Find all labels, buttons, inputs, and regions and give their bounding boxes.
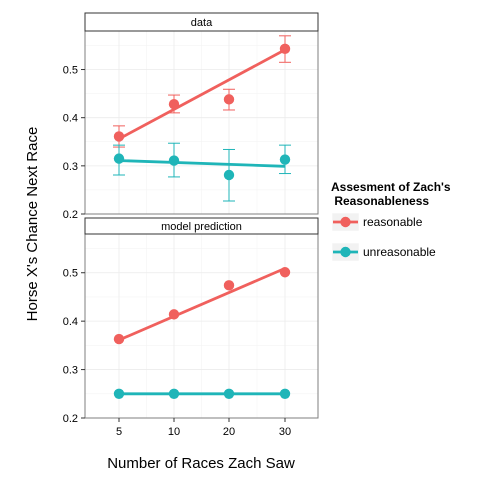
y-tick-label: 0.2 [63, 413, 78, 425]
y-tick-label: 0.3 [63, 161, 78, 173]
data-point [279, 43, 291, 55]
data-point [113, 333, 125, 345]
data-point [113, 388, 125, 399]
y-tick-label: 0.5 [63, 268, 78, 280]
y-tick-label: 0.5 [63, 65, 78, 77]
x-tick-label: 20 [223, 426, 235, 438]
x-axis-title: Number of Races Zach Saw [107, 455, 295, 472]
x-tick-label: 30 [279, 426, 291, 438]
strip-background [84, 217, 319, 235]
series-reasonable [113, 267, 291, 345]
series-reasonable [113, 35, 291, 148]
legend-label: reasonable [363, 215, 423, 229]
data-point [223, 280, 235, 291]
data-point [279, 388, 291, 399]
legend-key-point [340, 246, 351, 258]
series-unreasonable [113, 142, 291, 202]
strip-label: model prediction [161, 221, 242, 233]
panel-2: model prediction 0.2 0.3 0.4 0.5 [63, 217, 319, 425]
data-point [168, 309, 180, 320]
x-tick-label: 10 [168, 426, 180, 438]
legend-key-point [340, 216, 351, 228]
x-axis: 5 10 20 30 [116, 418, 291, 438]
y-tick-label: 0.4 [63, 113, 78, 125]
legend-label: unreasonable [363, 245, 436, 259]
legend-title-line-1: Assesment of Zach's [331, 180, 451, 194]
facet-panels: data 0.2 0.3 0.4 0.5 model prediction 0.2 0.3 0.… [63, 12, 319, 425]
panel-1: data 0.2 0.3 0.4 0.5 [63, 12, 319, 221]
data-point [279, 267, 291, 278]
data-point [223, 388, 235, 399]
legend-item-reasonable: reasonable [331, 212, 423, 232]
x-tick-label: 5 [116, 426, 122, 438]
data-point [279, 154, 291, 165]
data-point [223, 94, 235, 105]
strip-background [84, 12, 319, 32]
fit-line [118, 267, 286, 342]
data-point [168, 99, 180, 110]
data-point [168, 155, 180, 166]
data-point [113, 131, 125, 142]
fit-line [118, 48, 286, 141]
legend: Assesment of Zach's Reasonableness reaso… [331, 180, 451, 262]
data-point [113, 153, 125, 164]
strip-label: data [191, 17, 213, 29]
legend-item-unreasonable: unreasonable [331, 242, 436, 262]
y-tick-label: 0.4 [63, 316, 78, 328]
y-tick-label: 0.3 [63, 365, 78, 377]
legend-title-line-2: Reasonableness [331, 194, 429, 208]
fit-line [118, 159, 286, 168]
y-axis-title: Horse X's Chance Next Race [24, 127, 41, 322]
y-tick-label: 0.2 [63, 209, 78, 221]
data-point [223, 169, 235, 181]
data-point [168, 388, 180, 399]
series-unreasonable [113, 388, 291, 399]
